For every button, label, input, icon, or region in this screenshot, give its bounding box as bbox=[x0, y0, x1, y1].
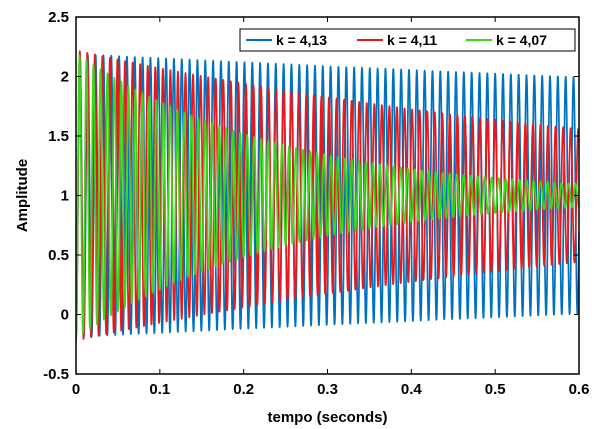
x-tick-label: 0 bbox=[72, 381, 80, 398]
legend-label: k = 4,11 bbox=[387, 32, 437, 48]
y-tick-label: 1.5 bbox=[48, 128, 69, 145]
legend-box bbox=[239, 28, 576, 52]
y-tick-label: -0.5 bbox=[43, 366, 69, 383]
x-tick-label: 0.1 bbox=[149, 381, 170, 398]
x-tick-label: 0.5 bbox=[485, 381, 506, 398]
x-tick-label: 0.6 bbox=[569, 381, 590, 398]
series-line-2 bbox=[76, 50, 579, 341]
series-layer bbox=[76, 50, 579, 341]
y-axis-label: Amplitude bbox=[14, 159, 31, 232]
legend-label: k = 4,13 bbox=[276, 32, 327, 48]
x-axis-label: tempo (seconds) bbox=[267, 409, 387, 426]
series-line-1 bbox=[76, 53, 579, 338]
y-tick-label: 2.5 bbox=[48, 9, 69, 26]
y-tick-label: 1 bbox=[61, 188, 69, 205]
x-tick-label: 0.3 bbox=[317, 381, 338, 398]
y-tick-label: 0.5 bbox=[48, 247, 69, 264]
series-line-3 bbox=[76, 54, 579, 339]
y-tick-label: 0 bbox=[61, 307, 69, 324]
x-tick-label: 0.4 bbox=[401, 381, 423, 398]
tick-layer: 0 0.1 0.2 0.3 0.4 0.5 0.6-0.500.511.522.5 bbox=[43, 9, 589, 398]
legend: k = 4,13 k = 4,11 k = 4,07 bbox=[239, 28, 576, 52]
legend-label: k = 4,07 bbox=[496, 32, 547, 48]
y-tick-label: 2 bbox=[61, 69, 69, 86]
x-tick-label: 0.2 bbox=[233, 381, 254, 398]
